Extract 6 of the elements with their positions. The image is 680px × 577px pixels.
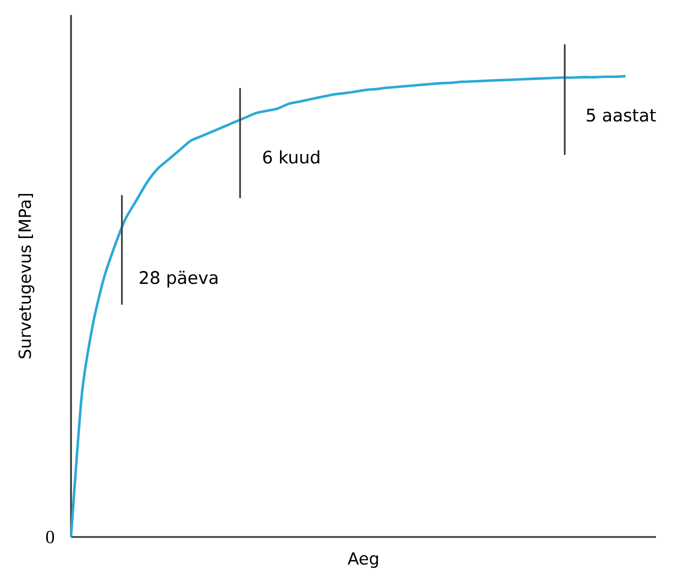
text: 0	[46, 530, 54, 544]
annotation: 6 kuud	[263, 150, 320, 164]
x-axis-title: Aeg	[348, 552, 378, 568]
annotation: 28 päeva	[140, 270, 218, 288]
annotation: 5 aastat	[586, 108, 656, 122]
y-axis-title: Survetugevus [MPa]	[18, 194, 34, 358]
